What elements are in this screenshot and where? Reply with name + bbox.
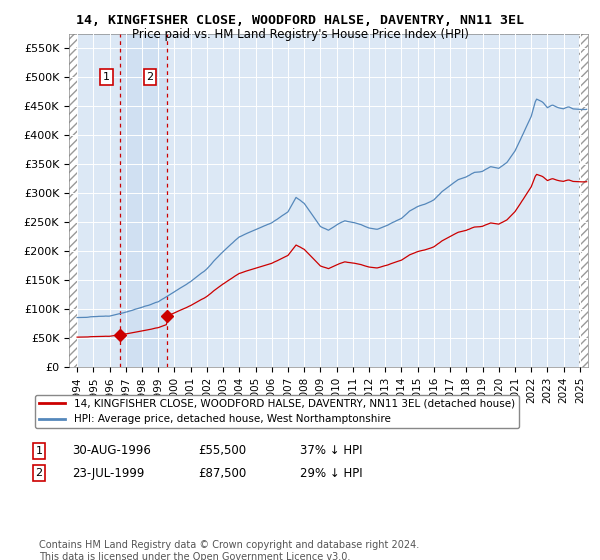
Text: 14, KINGFISHER CLOSE, WOODFORD HALSE, DAVENTRY, NN11 3EL: 14, KINGFISHER CLOSE, WOODFORD HALSE, DA… <box>76 14 524 27</box>
Text: 2: 2 <box>146 72 154 82</box>
Text: 30-AUG-1996: 30-AUG-1996 <box>72 444 151 458</box>
Text: 1: 1 <box>35 446 43 456</box>
Text: 37% ↓ HPI: 37% ↓ HPI <box>300 444 362 458</box>
Text: 2: 2 <box>35 468 43 478</box>
Text: 1: 1 <box>103 72 110 82</box>
Bar <box>578 34 588 367</box>
Text: Contains HM Land Registry data © Crown copyright and database right 2024.
This d: Contains HM Land Registry data © Crown c… <box>39 540 419 560</box>
Legend: 14, KINGFISHER CLOSE, WOODFORD HALSE, DAVENTRY, NN11 3EL (detached house), HPI: : 14, KINGFISHER CLOSE, WOODFORD HALSE, DA… <box>35 395 519 428</box>
Text: 29% ↓ HPI: 29% ↓ HPI <box>300 466 362 480</box>
Text: £55,500: £55,500 <box>198 444 246 458</box>
Bar <box>69 34 79 367</box>
Text: Price paid vs. HM Land Registry's House Price Index (HPI): Price paid vs. HM Land Registry's House … <box>131 28 469 41</box>
Text: £87,500: £87,500 <box>198 466 246 480</box>
Bar <box>121 34 167 367</box>
Text: 23-JUL-1999: 23-JUL-1999 <box>72 466 145 480</box>
